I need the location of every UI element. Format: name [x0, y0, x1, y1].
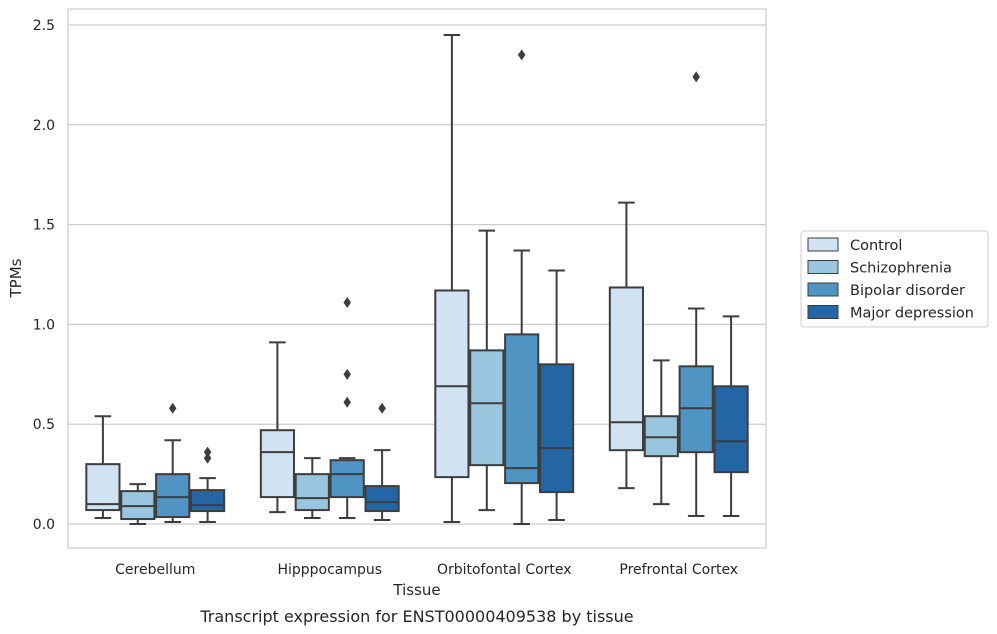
legend-swatch [807, 305, 839, 319]
series-schizophrenia [120, 229, 679, 526]
legend-label: Control [850, 238, 902, 254]
box-0 [85, 415, 121, 520]
plot-frame [67, 8, 767, 549]
box-3 [608, 201, 644, 490]
y-tick-label: 2.0 [33, 118, 55, 134]
legend-swatch [807, 282, 839, 297]
iqr-box [85, 463, 121, 512]
outlier-point [343, 396, 351, 408]
x-tick-label: Orbitofontal Cortex [437, 562, 572, 578]
iqr-box [713, 385, 749, 474]
box-1 [259, 341, 295, 514]
box-3 [643, 359, 679, 506]
x-tick-label: Cerebellum [115, 562, 195, 578]
figure-caption: Transcript expression for ENST0000040953… [199, 607, 633, 626]
legend: Control Schizophrenia Bipolar disorder Majo… [800, 230, 989, 328]
box-1 [294, 457, 330, 520]
iqr-box [155, 473, 191, 519]
box-1 [329, 296, 365, 520]
iqr-box [539, 363, 575, 494]
y-tick-label: 0.0 [33, 517, 55, 533]
legend-label: Schizophrenia [850, 261, 952, 277]
series-bipolar-disorder [155, 49, 714, 526]
gridlines [68, 24, 766, 525]
outlier-point [203, 446, 212, 458]
y-tick-label: 1.5 [33, 218, 55, 234]
x-tick-label: Hipppocampus [277, 562, 382, 578]
legend-swatch [807, 260, 839, 274]
iqr-box [259, 429, 295, 499]
box-2 [539, 269, 575, 522]
box-3 [678, 71, 714, 518]
series-major-depression [190, 269, 749, 524]
outlier-point [517, 49, 526, 61]
iqr-box [608, 286, 644, 452]
x-axis-label: Tissue [392, 581, 440, 599]
legend-label: Bipolar disorder [850, 283, 965, 299]
outlier-point [343, 296, 351, 308]
y-tick-label: 0.5 [33, 417, 55, 433]
outlier-point [378, 402, 386, 414]
outlier-point [168, 402, 177, 414]
x-tick-label: Prefrontal Cortex [619, 562, 738, 578]
iqr-box [469, 349, 505, 467]
y-tick-label: 1.0 [33, 317, 55, 333]
legend-frame [800, 230, 989, 328]
series-control [85, 33, 644, 524]
iqr-box [329, 459, 365, 499]
y-tick-label: 2.5 [33, 18, 55, 34]
iqr-box [190, 489, 226, 513]
box-3 [713, 315, 749, 518]
y-axis-label: TPMs [7, 258, 25, 298]
box-1 [364, 402, 400, 522]
legend-label: Major depression [850, 306, 974, 322]
outlier-point [692, 71, 700, 83]
iqr-box [364, 485, 400, 513]
box-0 [190, 446, 226, 524]
iqr-box [504, 333, 540, 485]
plot-background [68, 9, 766, 548]
outlier-point [203, 452, 212, 464]
box-0 [155, 402, 191, 524]
box-2 [434, 33, 470, 524]
outlier-point [343, 368, 351, 380]
box-2 [469, 229, 505, 512]
x-axis-ticks: Cerebellum Hipppocampus Orbitofontal Corte… [115, 562, 738, 578]
legend-swatch [807, 237, 839, 252]
y-axis-ticks: 0.0 0.5 1.0 1.5 2.0 2.5 [33, 18, 55, 533]
iqr-box [294, 473, 330, 512]
box-series [85, 33, 749, 526]
iqr-box [434, 289, 470, 479]
box-2 [504, 49, 540, 526]
box-0 [120, 483, 156, 526]
